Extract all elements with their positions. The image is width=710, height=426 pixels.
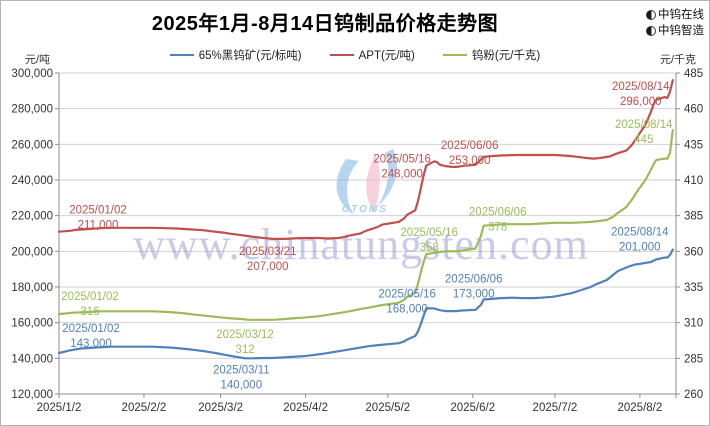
annotation-value: 312 (235, 344, 254, 356)
annotation-date: 2025/05/16 (373, 154, 431, 166)
right-axis-tick-label: 310 (684, 318, 703, 330)
left-axis-tick-label: 160,000 (11, 318, 53, 330)
legend-item-apt: APT(元/吨) (329, 47, 415, 63)
legend-item-wolframite: 65%黑钨矿(元/标吨) (169, 47, 302, 63)
left-axis-tick-label: 200,000 (11, 246, 53, 258)
right-axis-unit-label: 元/千克 (660, 54, 697, 66)
x-axis-tick-label: 2025/1/2 (37, 402, 82, 414)
watermark-logo: CTOMS (336, 149, 397, 215)
annotation-date: 2025/05/16 (400, 227, 458, 239)
annotation-value: 211,000 (78, 220, 119, 232)
annotation-date: 2025/03/12 (216, 329, 274, 341)
annotation-date: 2025/01/02 (69, 205, 127, 217)
brand-item-chinatungsten-online: 中钨在线 (646, 7, 704, 23)
x-axis-tick-label: 2025/2/2 (122, 402, 167, 414)
annotation-date: 2025/03/21 (239, 246, 297, 258)
right-axis-tick-label: 285 (684, 353, 703, 365)
brand-label-smart: 中钨智造 (658, 25, 704, 37)
brand-label-online: 中钨在线 (658, 9, 704, 21)
series-line-1 (57, 78, 674, 240)
right-axis-tick-label: 360 (684, 246, 703, 258)
annotation-value: 201,000 (619, 242, 661, 254)
right-axis-tick-label: 260 (684, 389, 703, 401)
legend-swatch-tungsten-powder (442, 54, 467, 56)
annotation-date: 2025/08/14 (611, 227, 669, 239)
watermark-logo-text: CTOMS (342, 204, 388, 215)
right-axis-tick-label: 485 (684, 68, 703, 80)
annotation-value: 358 (420, 242, 439, 254)
annotation-date: 2025/03/11 (213, 364, 270, 376)
annotation-value: 168,000 (386, 303, 428, 315)
brand-links: 中钨在线 中钨智造 (646, 7, 704, 39)
x-axis-tick-label: 2025/4/2 (283, 402, 328, 414)
left-axis-tick-label: 120,000 (11, 389, 53, 401)
left-axis-tick-label: 280,000 (11, 104, 53, 116)
annotation-value: 173,000 (453, 288, 495, 300)
legend-swatch-apt (329, 54, 354, 56)
left-axis-unit-label: 元/吨 (25, 54, 51, 66)
annotation-value: 140,000 (221, 379, 263, 391)
chart-legend: 65%黑钨矿(元/标吨) APT(元/吨) 钨粉(元/千克) (1, 47, 709, 63)
right-axis-tick-label: 335 (684, 282, 703, 294)
right-axis-tick-label: 460 (684, 104, 703, 116)
annotation-date: 2025/06/06 (469, 207, 527, 219)
annotation-date: 2025/08/14 (612, 81, 670, 93)
brand-logo-icon (646, 10, 656, 20)
x-axis-tick-label: 2025/8/2 (617, 402, 662, 414)
left-axis-tick-label: 220,000 (11, 211, 53, 223)
right-axis-tick-label: 385 (684, 211, 703, 223)
annotation-value: 445 (634, 134, 653, 146)
annotation-value: 143,000 (70, 338, 112, 350)
right-axis-tick-label: 435 (684, 139, 703, 151)
annotation-date: 2025/08/14 (615, 119, 673, 131)
annotation-value: 316 (80, 306, 99, 318)
x-axis-tick-label: 2025/6/2 (450, 402, 495, 414)
left-axis-tick-label: 300,000 (11, 68, 53, 80)
x-axis-tick-label: 2025/7/2 (533, 402, 578, 414)
left-axis-tick-label: 240,000 (11, 175, 53, 187)
annotation-date: 2025/01/02 (62, 323, 120, 335)
left-axis-tick-label: 180,000 (11, 282, 53, 294)
annotation-date: 2025/01/02 (61, 291, 119, 303)
annotation-date: 2025/06/06 (445, 273, 503, 285)
series-line-0 (57, 248, 674, 360)
annotation-value: 253,000 (449, 155, 491, 167)
series-line-2 (57, 129, 674, 321)
annotation-date: 2025/06/06 (441, 140, 499, 152)
right-axis-tick-label: 410 (684, 175, 703, 187)
watermark-text: www.chinatungsten.com (133, 220, 589, 269)
annotation-date: 2025/05/16 (378, 288, 436, 300)
annotation-value: 207,000 (247, 261, 289, 273)
brand-item-chinatungsten-smart: 中钨智造 (646, 23, 704, 39)
brand-logo-icon (646, 26, 656, 36)
chart-title: 2025年1月-8月14日钨制品价格走势图 (151, 13, 499, 35)
annotation-value: 248,000 (381, 169, 423, 181)
legend-label-wolframite: 65%黑钨矿(元/标吨) (198, 50, 302, 62)
x-axis-tick-label: 2025/5/2 (365, 402, 410, 414)
left-axis-tick-label: 260,000 (11, 139, 53, 151)
x-axis-tick-label: 2025/3/2 (198, 402, 243, 414)
left-axis-tick-label: 140,000 (11, 353, 53, 365)
annotation-value: 378 (488, 222, 507, 234)
legend-swatch-wolframite (169, 54, 194, 56)
legend-item-tungsten-powder: 钨粉(元/千克) (442, 47, 541, 63)
legend-label-tungsten-powder: 钨粉(元/千克) (471, 50, 541, 62)
annotation-value: 296,000 (620, 96, 662, 108)
legend-label-apt: APT(元/吨) (358, 50, 415, 62)
